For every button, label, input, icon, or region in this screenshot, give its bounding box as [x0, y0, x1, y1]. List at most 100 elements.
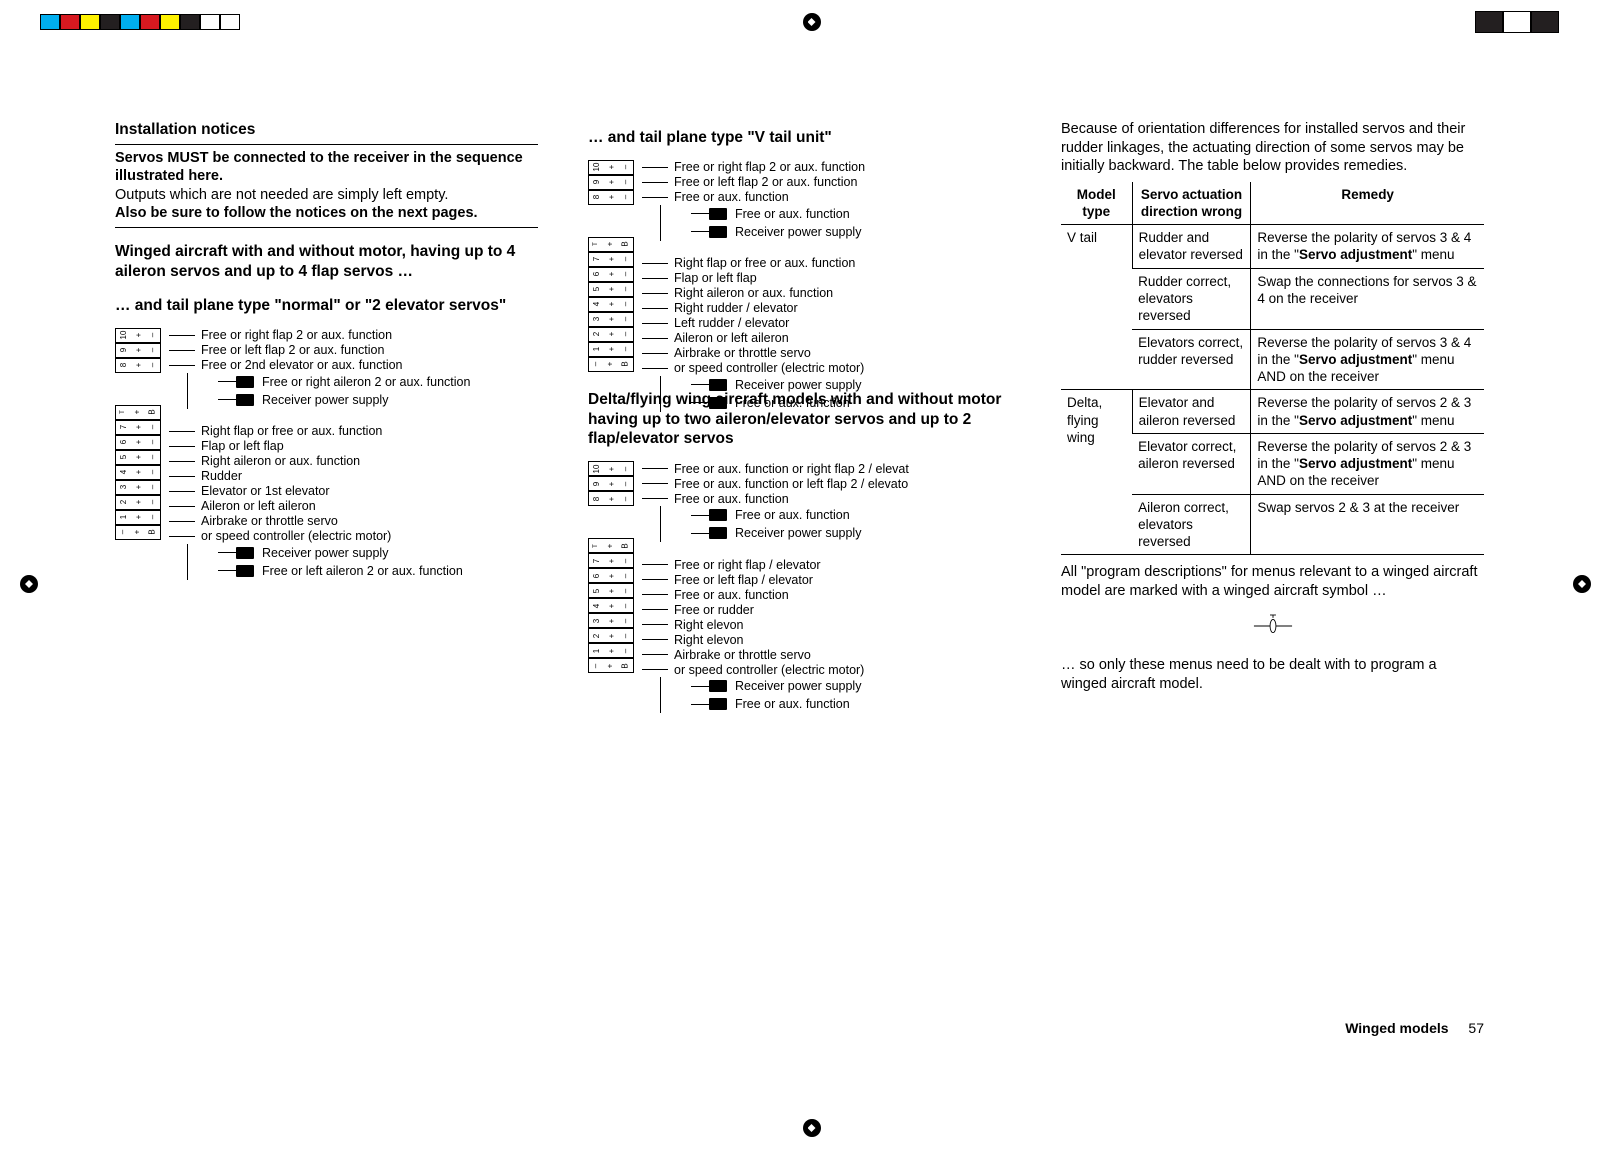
rx-pin-8: 8+– — [588, 491, 634, 506]
receiver-block-icon — [709, 379, 727, 391]
rx-label: Free or left flap 2 or aux. function — [169, 343, 470, 358]
rx-label: Right aileron or aux. function — [169, 454, 470, 469]
rx-subtree-bot: Receiver power supplyFree or aux. functi… — [660, 677, 909, 713]
rx-subtree-bot: Receiver power supplyFree or aux. functi… — [660, 376, 865, 412]
color-swatch — [160, 14, 180, 30]
col3-outro2: … so only these menus need to be dealt w… — [1061, 656, 1484, 693]
remedy-fix-cell: Swap the connections for servos 3 & 4 on… — [1251, 268, 1484, 329]
receiver-block-icon — [236, 547, 254, 559]
color-swatch — [120, 14, 140, 30]
rx-label: Right elevon — [642, 617, 909, 632]
rx-subtree-top: Free or aux. functionReceiver power supp… — [660, 506, 909, 542]
remedy-wrong-cell: Rudder correct, elevators reversed — [1132, 268, 1251, 329]
remedy-fix-cell: Reverse the polarity of servos 3 & 4 in … — [1251, 329, 1484, 390]
rx-sublabel: Receiver power supply — [218, 544, 470, 562]
remedy-th: Remedy — [1251, 182, 1484, 225]
rx-pin-9: 9+– — [588, 175, 634, 190]
rx-sublabel: Free or aux. function — [691, 394, 865, 412]
rx-label: Free or aux. function — [642, 190, 865, 205]
rx-stack: 10+–9+–8+–T+B7+–6+–5+–4+–3+–2+–1+––+B — [588, 160, 634, 372]
registration-disc-left — [20, 575, 38, 593]
rx-sublabel: Free or aux. function — [691, 205, 865, 223]
rx-label: Flap or left flap — [642, 271, 865, 286]
notice-p2b: Also be sure to follow the notices on th… — [115, 204, 538, 223]
color-swatch — [60, 14, 80, 30]
rx-label: Free or left flap 2 or aux. function — [642, 175, 865, 190]
rx-label: Free or aux. function or left flap 2 / e… — [642, 476, 909, 491]
rx-label: Aileron or left aileron — [169, 499, 470, 514]
remedy-fix-cell: Reverse the polarity of servos 2 & 3 in … — [1251, 390, 1484, 434]
rx-pin-9: 9+– — [115, 343, 161, 358]
remedy-model-cell: V tail — [1061, 225, 1132, 390]
rx-pin-3: 3+– — [588, 312, 634, 327]
rx-label: Free or aux. function — [642, 587, 909, 602]
rx-pin-8: 8+– — [115, 358, 161, 373]
rx-sublabel: Receiver power supply — [218, 391, 470, 409]
rx-pin-4: 4+– — [588, 598, 634, 613]
rx-label: Free or rudder — [642, 602, 909, 617]
rx-pin-4: 4+– — [115, 465, 161, 480]
registration-disc-top — [803, 13, 821, 31]
big-swatches-top-right — [1475, 11, 1559, 33]
remedy-row: Delta, flying wingElevator and aileron r… — [1061, 390, 1484, 434]
rx-pin-telem: T+B — [115, 405, 161, 420]
registration-disc-bottom — [803, 1119, 821, 1137]
notice-p2: Outputs which are not needed are simply … — [115, 186, 538, 205]
receiver-block-icon — [709, 208, 727, 220]
remedy-wrong-cell: Rudder and elevator reversed — [1132, 225, 1251, 269]
rx-pin-3: 3+– — [588, 613, 634, 628]
receiver-block-icon — [709, 226, 727, 238]
color-swatches-top-left — [40, 14, 240, 30]
page-content: Installation notices Servos MUST be conn… — [115, 120, 1484, 1038]
receiver-block-icon — [709, 527, 727, 539]
remedy-wrong-cell: Elevator and aileron reversed — [1132, 390, 1251, 434]
rx-label: or speed controller (electric motor) — [642, 662, 909, 677]
remedy-wrong-cell: Elevator correct, aileron reversed — [1132, 433, 1251, 494]
rx-diagram-delta: 10+–9+–8+–T+B7+–6+–5+–4+–3+–2+–1+––+BFre… — [588, 461, 1011, 673]
rx-sublabel: Free or right aileron 2 or aux. function — [218, 373, 470, 391]
rx-sublabel: Free or left aileron 2 or aux. function — [218, 562, 470, 580]
rx-pin-9: 9+– — [588, 476, 634, 491]
remedy-th: Servo actuation direction wrong — [1132, 182, 1251, 225]
rx-label: Free or left flap / elevator — [642, 572, 909, 587]
rx-pin-1: 1+– — [588, 342, 634, 357]
rx-sublabel: Free or aux. function — [691, 695, 909, 713]
rx-pin-7: 7+– — [588, 553, 634, 568]
rx-labels: Free or right flap 2 or aux. functionFre… — [642, 160, 865, 412]
rx-label: Free or aux. function or right flap 2 / … — [642, 461, 909, 476]
remedy-wrong-cell: Elevators correct, rudder reversed — [1132, 329, 1251, 390]
col3-intro: Because of orientation differences for i… — [1061, 120, 1484, 176]
column-1: Installation notices Servos MUST be conn… — [115, 120, 538, 1038]
rx-pin-2: 2+– — [588, 628, 634, 643]
registration-bar-bottom — [0, 1108, 1599, 1148]
remedy-fix-cell: Reverse the polarity of servos 3 & 4 in … — [1251, 225, 1484, 269]
registration-disc-right — [1573, 575, 1591, 593]
column-3: Because of orientation differences for i… — [1061, 120, 1484, 1038]
rx-pin-5: 5+– — [588, 282, 634, 297]
rx-label: Right aileron or aux. function — [642, 286, 865, 301]
big-swatch — [1475, 11, 1503, 33]
winged-model-icon — [1061, 611, 1484, 647]
rx-pin-batt: –+B — [588, 658, 634, 673]
rx-diagram-normal: 10+–9+–8+–T+B7+–6+–5+–4+–3+–2+–1+––+BFre… — [115, 328, 538, 540]
rx-diagram-vtail: 10+–9+–8+–T+B7+–6+–5+–4+–3+–2+–1+––+B Fre… — [588, 160, 1011, 372]
rx-pin-7: 7+– — [115, 420, 161, 435]
remedy-fix-cell: Swap servos 2 & 3 at the receiver — [1251, 494, 1484, 555]
rx-label: Rudder — [169, 469, 470, 484]
rx-pin-telem: T+B — [588, 538, 634, 553]
rx-stack: 10+–9+–8+–T+B7+–6+–5+–4+–3+–2+–1+––+B — [115, 328, 161, 540]
color-swatch — [100, 14, 120, 30]
rx-sublabel: Receiver power supply — [691, 223, 865, 241]
rx-pin-4: 4+– — [588, 297, 634, 312]
color-swatch — [140, 14, 160, 30]
rx-label: Elevator or 1st elevator — [169, 484, 470, 499]
receiver-block-icon — [236, 565, 254, 577]
rx-pin-telem: T+B — [588, 237, 634, 252]
rx-label: Right elevon — [642, 632, 909, 647]
remedy-table: Model typeServo actuation direction wron… — [1061, 182, 1484, 556]
heading-winged: Winged aircraft with and without motor, … — [115, 242, 538, 282]
remedy-th: Model type — [1061, 182, 1132, 225]
rx-labels: Free or aux. function or right flap 2 / … — [642, 461, 909, 713]
receiver-block-icon — [709, 680, 727, 692]
remedy-fix-cell: Reverse the polarity of servos 2 & 3 in … — [1251, 433, 1484, 494]
